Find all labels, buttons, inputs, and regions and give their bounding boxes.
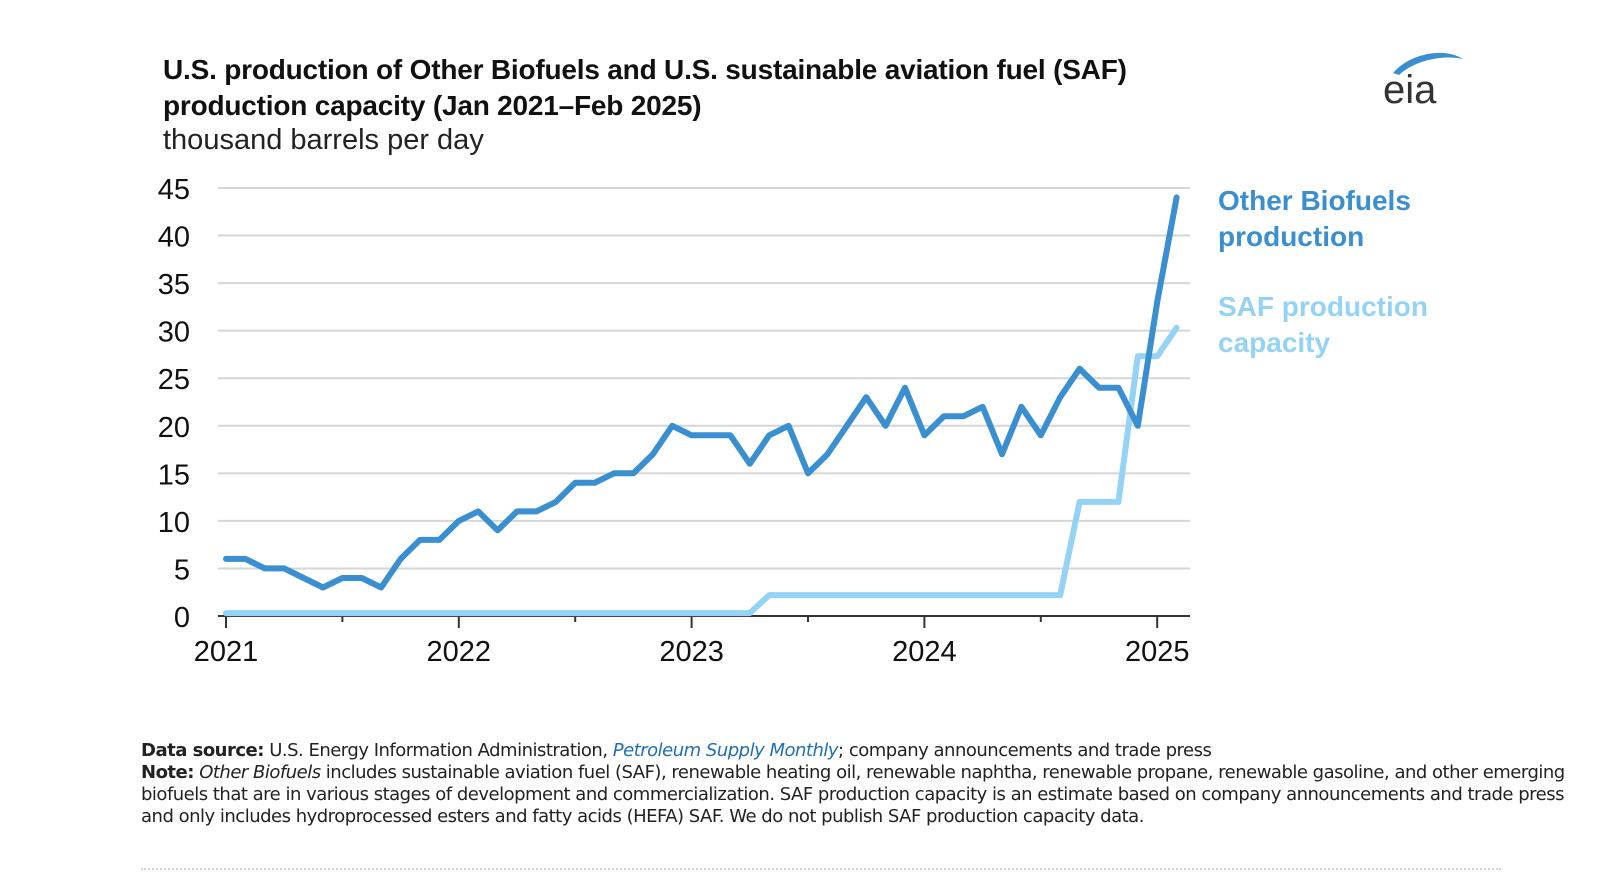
footer-notes: Data source: U.S. Energy Information Adm… [141,740,1581,828]
note-text: includes sustainable aviation fuel (SAF)… [141,762,1565,827]
grid-lines [218,187,1190,570]
y-tick-label: 20 [158,412,190,444]
chart-title: U.S. production of Other Biofuels and U.… [163,52,1127,124]
data-source-link[interactable]: Petroleum Supply Monthly [612,740,839,761]
y-tick-label: 0 [174,602,190,634]
x-tick-label: 2021 [194,636,259,668]
data-source-text-2: ; company announcements and trade press [838,740,1212,761]
data-source-text-1: U.S. Energy Information Administration, [269,740,613,761]
chart-title-line2: production capacity (Jan 2021–Feb 2025) [163,90,702,121]
chart-units: thousand barrels per day [163,124,484,156]
x-tick-label: 2025 [1125,636,1190,668]
series-label: Other Biofuels [1218,185,1411,216]
y-tick-label: 15 [158,459,190,491]
y-tick-label: 45 [158,174,190,206]
series-labels: Other Biofuels production SAF production ca… [1218,185,1428,358]
footer-divider [141,868,1501,870]
y-tick-label: 5 [174,554,190,586]
y-tick-label: 25 [158,364,190,396]
data-source-label: Data source: [141,740,264,761]
chart-title-line1: U.S. production of Other Biofuels and U.… [163,54,1127,85]
note-label: Note: [141,762,194,783]
y-tick-label: 35 [158,269,190,301]
y-tick-label: 30 [158,317,190,349]
series-line-production [223,194,1180,591]
x-tick-label: 2022 [427,636,492,668]
series-label: capacity [1218,327,1330,358]
eia-logo-text: eia [1383,68,1437,112]
note: Note: Other Biofuels includes sustainabl… [141,762,1581,828]
series-label: production [1218,221,1364,252]
y-tick-label: 40 [158,222,190,254]
eia-logo: eia [1383,52,1463,112]
note-italic: Other Biofuels [199,762,321,783]
eia-logo-swoosh [1393,52,1463,75]
x-axis: 2021 2022 2023 2024 2025 [194,615,1190,668]
x-tick-label: 2024 [892,636,957,668]
y-axis-ticks: 0 5 10 15 20 25 30 35 40 45 [158,174,190,634]
x-tick-label: 2023 [659,636,724,668]
series-lines [223,194,1180,617]
y-tick-label: 10 [158,507,190,539]
data-source: Data source: U.S. Energy Information Adm… [141,740,1581,762]
series-label: SAF production [1218,291,1428,322]
series-line-capacity [223,324,1180,617]
